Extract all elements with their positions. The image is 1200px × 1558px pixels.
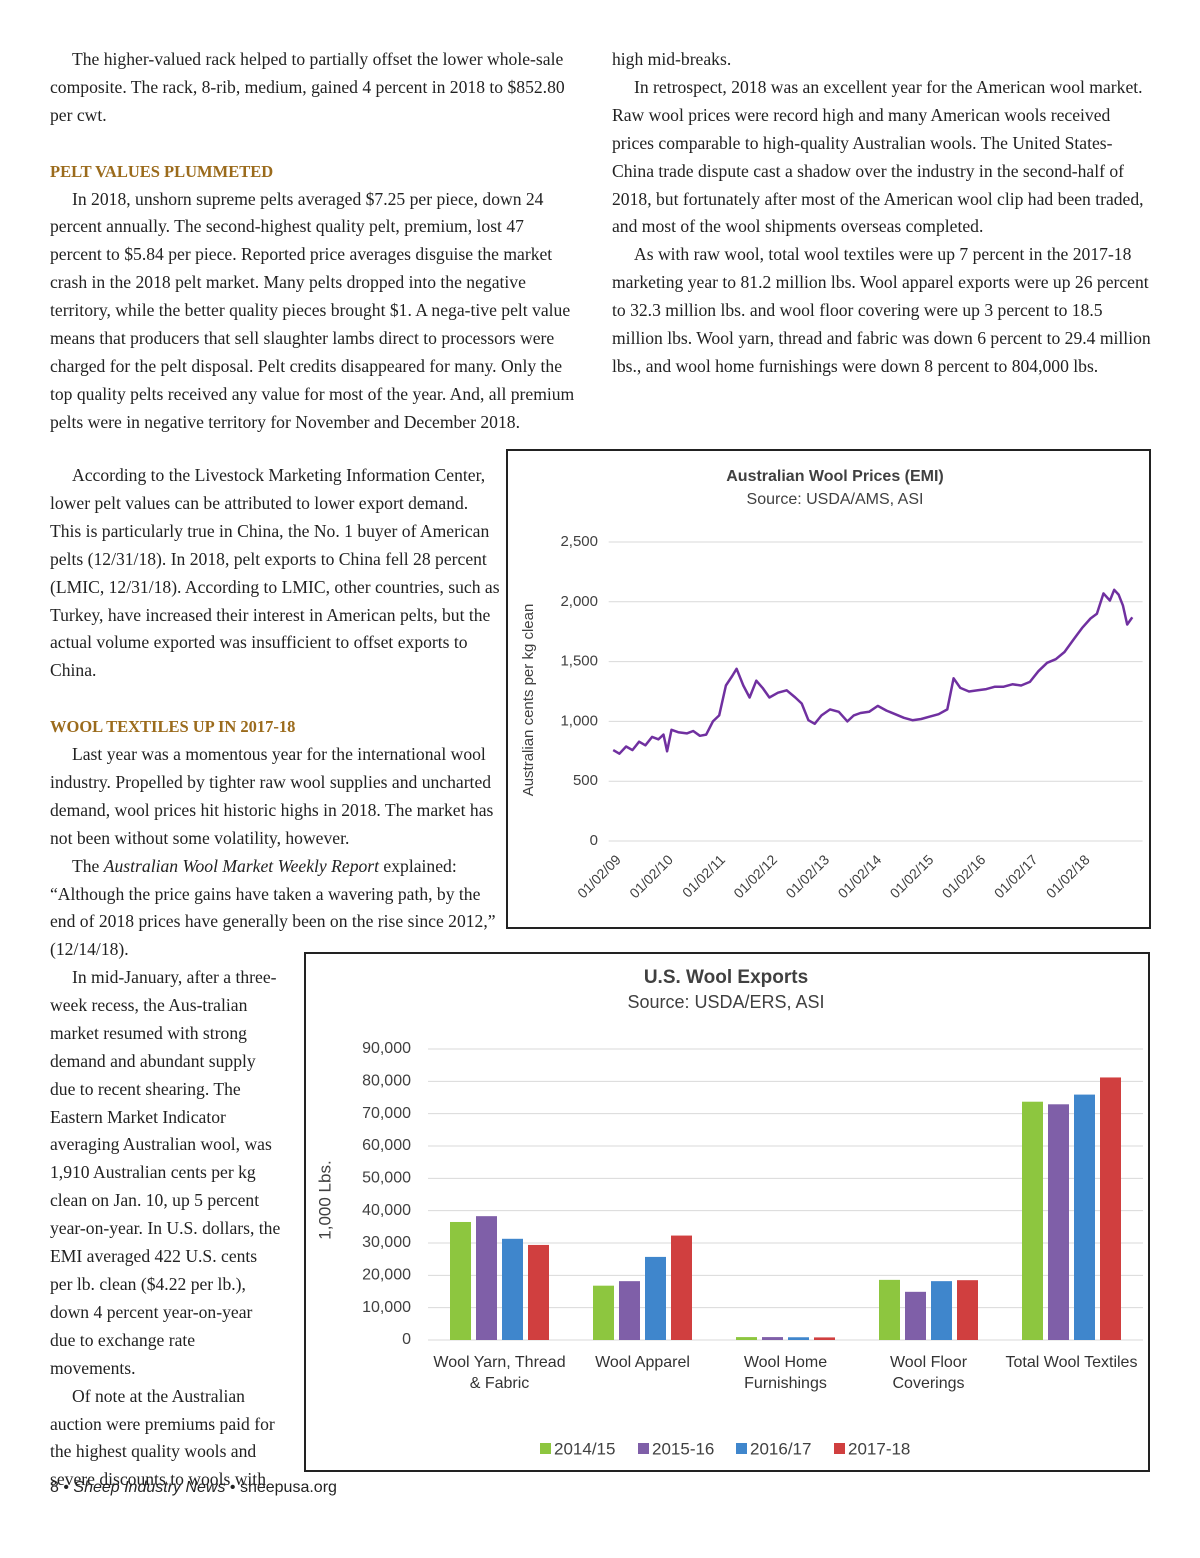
paragraph: In mid-January, after a three-week reces… (50, 967, 281, 1378)
bar (788, 1337, 809, 1340)
y-tick-label: 500 (573, 772, 598, 789)
legend-label: 2014/15 (554, 1439, 615, 1458)
bar (879, 1279, 900, 1340)
text: 8 • (50, 1479, 74, 1496)
footer: 8 • Sheep Industry News • sheepusa.org (50, 1479, 337, 1497)
bar (671, 1235, 692, 1340)
x-tick-label: Wool Apparel (595, 1354, 690, 1371)
bar (814, 1337, 835, 1340)
paragraph: The higher-valued rack helped to partial… (50, 49, 565, 125)
paragraph: In retrospect, 2018 was an excellent yea… (612, 76, 1144, 237)
italic-text: Australian Wool Market Weekly Report (103, 855, 380, 876)
y-tick-label: 90,000 (362, 1040, 411, 1057)
paragraph: The Australian Wool Market Weekly Report… (50, 853, 500, 965)
paragraph: According to the Livestock Marketing Inf… (50, 465, 500, 681)
text: • sheepusa.org (225, 1479, 337, 1496)
bar (1022, 1101, 1043, 1340)
y-tick-label: 1,500 (560, 653, 598, 670)
bar (645, 1256, 666, 1340)
chart-frame (304, 952, 1150, 1472)
y-axis-label: Australian cents per kg clean (520, 604, 537, 797)
bar (593, 1285, 614, 1340)
bar (905, 1291, 926, 1340)
text: explained: “Although the price gains hav… (50, 855, 496, 960)
y-tick-label: 70,000 (362, 1105, 411, 1122)
heading: WOOL TEXTILES UP IN 2017-18 (50, 717, 296, 737)
x-tick-label: Wool Yarn, Thread & Fabric (433, 1354, 566, 1392)
paragraph: As with raw wool, total wool textiles we… (612, 244, 1151, 376)
bar (762, 1337, 783, 1340)
y-tick-label: 80,000 (362, 1073, 411, 1090)
chart-subtitle: Source: USDA/AMS, ASI (747, 491, 924, 508)
y-tick-label: 40,000 (362, 1202, 411, 1219)
bar (619, 1281, 640, 1340)
data-line (612, 588, 1134, 755)
column-left-bottom: In mid-January, after a three-week reces… (50, 964, 282, 1494)
bar (1074, 1094, 1095, 1340)
legend-label: 2016/17 (750, 1439, 811, 1458)
legend-swatch (638, 1443, 649, 1454)
bar (476, 1216, 497, 1340)
y-tick-label: 0 (402, 1331, 411, 1348)
y-tick-label: 50,000 (362, 1170, 411, 1187)
legend-swatch (540, 1443, 551, 1454)
y-tick-label: 1,000 (560, 712, 598, 729)
bar (1100, 1077, 1121, 1340)
y-tick-label: 20,000 (362, 1267, 411, 1284)
chart-subtitle: Source: USDA/ERS, ASI (627, 992, 824, 1012)
chart-frame (506, 449, 1151, 929)
chart-title: U.S. Wool Exports (644, 967, 808, 988)
legend-label: 2015-16 (652, 1439, 714, 1458)
text: The (72, 855, 104, 876)
paragraph: Last year was a momentous year for the i… (50, 744, 494, 848)
column-left-middle: According to the Livestock Marketing Inf… (50, 462, 500, 964)
y-tick-label: 30,000 (362, 1234, 411, 1251)
column-left-top: The higher-valued rack helped to partial… (50, 46, 576, 437)
bar (957, 1280, 978, 1340)
y-axis-label: 1,000 Lbs. (315, 1160, 334, 1239)
legend-label: 2017-18 (848, 1439, 910, 1458)
heading: PELT VALUES PLUMMETED (50, 161, 274, 181)
bar (502, 1238, 523, 1340)
paragraph: In 2018, unshorn supreme pelts averaged … (50, 188, 575, 432)
bar (1048, 1104, 1069, 1340)
bar (736, 1337, 757, 1340)
y-tick-label: 0 (590, 832, 598, 849)
legend-swatch (834, 1443, 845, 1454)
bar (931, 1281, 952, 1340)
y-tick-label: 60,000 (362, 1137, 411, 1154)
chart-title: Australian Wool Prices (EMI) (726, 468, 944, 485)
y-tick-label: 2,500 (560, 533, 598, 550)
y-tick-label: 10,000 (362, 1299, 411, 1316)
paragraph: high mid-breaks. (612, 49, 732, 69)
x-tick-label: Total Wool Textiles (1005, 1354, 1138, 1371)
paragraph: Of note at the Australian auction were p… (50, 1385, 275, 1490)
x-tick-label: Wool Home Furnishings (743, 1354, 828, 1392)
italic-text: Sheep Industry News (73, 1479, 226, 1496)
legend-swatch (736, 1443, 747, 1454)
y-tick-label: 2,000 (560, 593, 598, 610)
column-right: high mid-breaks. In retrospect, 2018 was… (612, 46, 1152, 381)
x-tick-label: Wool Floor Coverings (889, 1354, 968, 1392)
bar (528, 1244, 549, 1340)
bar (450, 1221, 471, 1340)
